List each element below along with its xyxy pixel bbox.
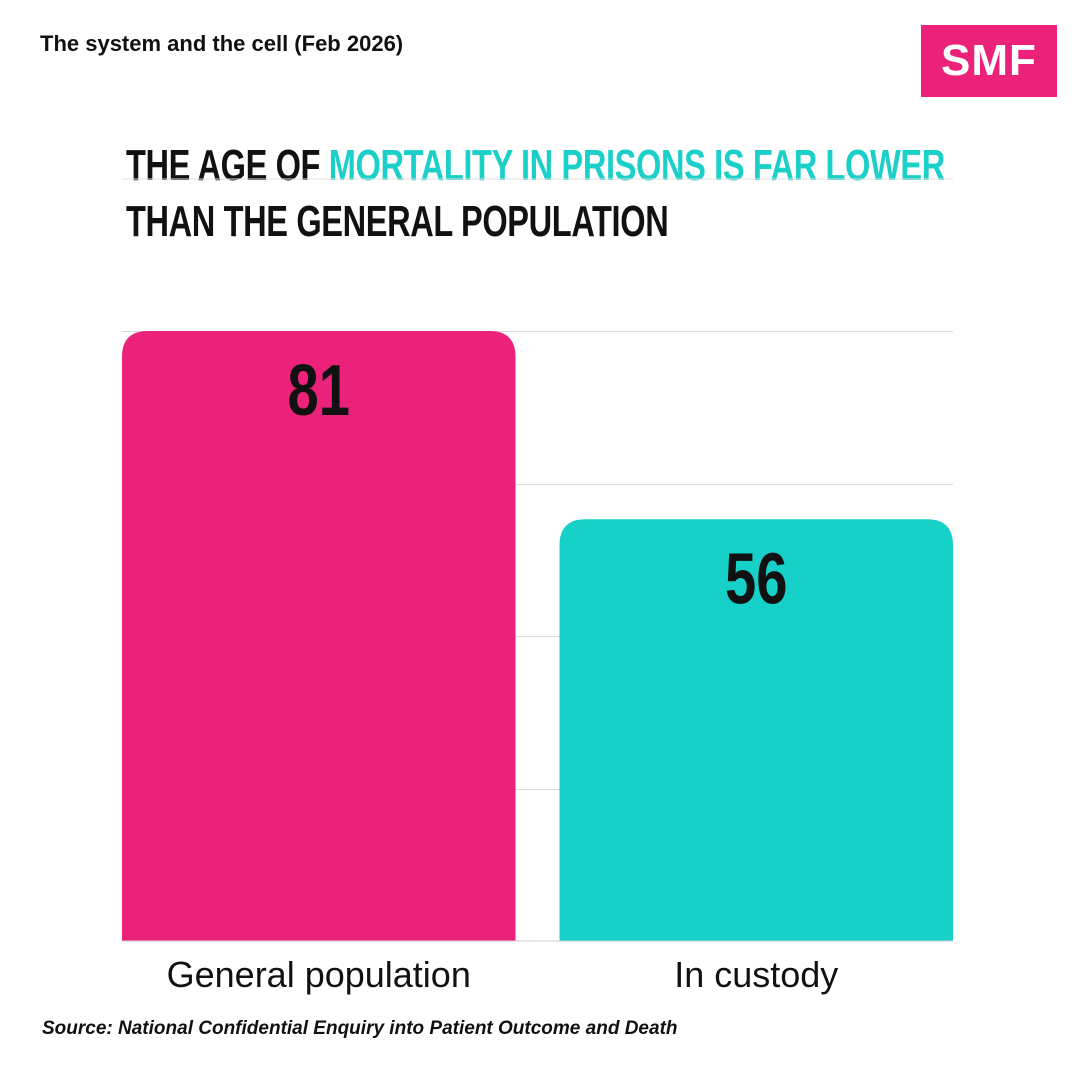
value-labels: 81 56 [288, 350, 788, 619]
category-label-1: In custody [674, 954, 838, 995]
report-kicker: The system and the cell (Feb 2026) [40, 31, 404, 56]
category-labels: General population In custody [167, 954, 839, 995]
smf-logo: SMF [921, 25, 1057, 97]
bar-0 [122, 331, 516, 941]
headline-highlight: mortality in prisons is far lower [328, 141, 945, 190]
bars [122, 331, 953, 941]
bar-value-label-0: 81 [288, 350, 350, 430]
headline-part-1: The age of [126, 141, 329, 190]
chart-headline: The age of mortality in prisons is far l… [126, 138, 945, 250]
category-label-0: General population [167, 954, 471, 995]
logo-text: SMF [941, 36, 1037, 85]
source-note: Source: National Confidential Enquiry in… [42, 1018, 678, 1039]
headline-part-2: than the general population [126, 197, 669, 246]
bar-value-label-1: 56 [725, 539, 787, 619]
bar-1 [559, 519, 953, 941]
